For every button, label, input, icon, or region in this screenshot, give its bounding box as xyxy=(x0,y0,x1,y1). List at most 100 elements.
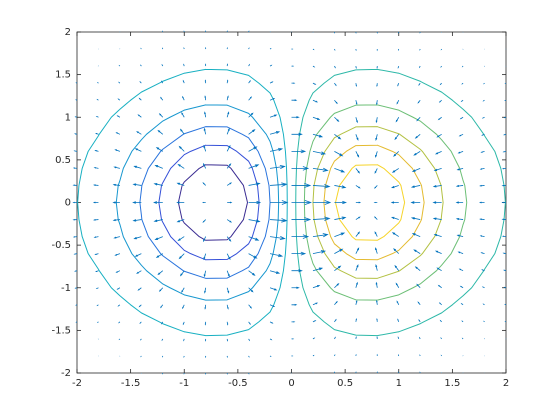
quiver-arrow xyxy=(503,133,507,136)
quiver-arrow xyxy=(96,98,99,101)
quiver-arrow xyxy=(410,185,421,188)
quiver-arrow xyxy=(204,79,207,84)
quiver-arrow xyxy=(74,270,78,272)
quiver-arrow xyxy=(112,183,120,186)
quiver-arrow xyxy=(248,253,258,259)
y-tick-label: -1.5 xyxy=(51,325,71,336)
quiver-arrow xyxy=(334,318,337,323)
quiver-arrow xyxy=(73,253,78,255)
quiver-arrow xyxy=(355,134,359,141)
quiver-arrow xyxy=(410,217,421,220)
quiver-arrow xyxy=(312,320,317,323)
quiver-arrow xyxy=(137,114,142,118)
quiver-arrow xyxy=(116,115,121,118)
quiver-arrow xyxy=(179,270,185,277)
quiver-arrow xyxy=(112,219,120,222)
quiver-arrow xyxy=(355,100,358,106)
quiver-arrow xyxy=(312,116,321,120)
quiver-arrow xyxy=(355,83,357,87)
contour-line xyxy=(295,68,506,337)
quiver-arrow xyxy=(460,302,464,306)
contour-line xyxy=(303,104,468,301)
quiver-arrow xyxy=(501,167,507,170)
quiver-arrow xyxy=(501,184,507,187)
quiver-arrow xyxy=(374,185,378,189)
quiver-arrow xyxy=(93,219,99,221)
quiver-arrow xyxy=(334,336,336,340)
quiver-arrow xyxy=(112,201,120,204)
quiver-arrow xyxy=(395,117,400,123)
x-tick-label: 1 xyxy=(396,378,402,389)
quiver-arrow xyxy=(269,236,286,241)
quiver-arrow xyxy=(393,151,400,157)
quiver-arrow xyxy=(157,270,164,276)
quiver-arrow xyxy=(72,236,78,238)
quiver-arrow xyxy=(114,149,121,152)
quiver-arrow xyxy=(226,182,233,186)
quiver-arrow xyxy=(411,233,421,237)
quiver-arrow xyxy=(458,133,464,137)
quiver-arrow xyxy=(139,80,142,84)
quiver-arrow xyxy=(132,183,142,186)
quiver-arrow xyxy=(226,287,230,294)
quiver-arrow xyxy=(291,182,312,188)
quiver-arrow xyxy=(456,168,464,171)
quiver-arrow xyxy=(413,151,421,156)
contour-line xyxy=(158,144,260,261)
quiver-arrow xyxy=(312,250,327,255)
quiver-arrow xyxy=(248,182,261,186)
quiver-arrow xyxy=(461,320,464,323)
quiver-arrow xyxy=(93,236,99,238)
quiver-arrow xyxy=(226,95,229,101)
quiver-arrow xyxy=(312,183,331,189)
quiver-arrow xyxy=(414,133,421,139)
quiver-arrow xyxy=(375,264,378,271)
quiver-arrow xyxy=(374,216,378,220)
quiver-arrow xyxy=(458,268,464,272)
quiver-arrow xyxy=(269,97,276,101)
quiver-arrow xyxy=(312,99,319,103)
quiver-arrow xyxy=(177,236,185,242)
quiver-arrow xyxy=(73,150,78,152)
quiver-arrow xyxy=(118,321,121,324)
quiver-arrow xyxy=(355,216,361,220)
quiver-arrow xyxy=(72,201,77,204)
quiver-arrow xyxy=(177,163,185,169)
quiver-arrow xyxy=(434,250,442,255)
quiver-arrow xyxy=(176,201,185,204)
quiver-arrow xyxy=(161,63,164,67)
quiver-arrow xyxy=(227,201,233,204)
quiver-arrow xyxy=(182,95,185,101)
quiver-arrow xyxy=(481,286,485,289)
quiver-arrow xyxy=(457,150,464,154)
contour-line xyxy=(177,164,248,241)
quiver-arrow xyxy=(456,234,464,237)
contour-line xyxy=(77,68,288,337)
y-tick-label: 2 xyxy=(65,27,71,38)
quiver-arrow xyxy=(269,270,281,274)
quiver-arrow xyxy=(226,163,232,169)
quiver-arrow xyxy=(376,318,378,322)
quiver-arrow xyxy=(248,338,251,342)
quiver-arrow xyxy=(459,285,464,289)
quiver-arrow xyxy=(92,201,99,204)
quiver-arrow xyxy=(291,251,307,256)
x-tick-label: 2 xyxy=(503,378,509,389)
quiver-arrow xyxy=(334,185,347,189)
quiver-arrow xyxy=(391,185,399,189)
quiver-arrow xyxy=(480,252,485,255)
quiver-arrow xyxy=(93,167,99,169)
y-tick-label: -1 xyxy=(61,283,71,294)
quiver-arrow xyxy=(248,270,256,276)
quiver-arrow xyxy=(248,96,253,101)
quiver-arrow xyxy=(269,304,276,308)
quiver-arrow xyxy=(334,282,340,289)
quiver-arrow xyxy=(136,131,142,135)
quiver-arrow xyxy=(226,127,230,135)
quiver-arrow xyxy=(226,144,231,152)
quiver-arrow xyxy=(226,236,232,242)
quiver-arrow xyxy=(113,236,120,239)
quiver-arrow xyxy=(334,65,336,69)
quiver-arrow xyxy=(291,234,310,239)
quiver-arrow xyxy=(202,162,207,169)
